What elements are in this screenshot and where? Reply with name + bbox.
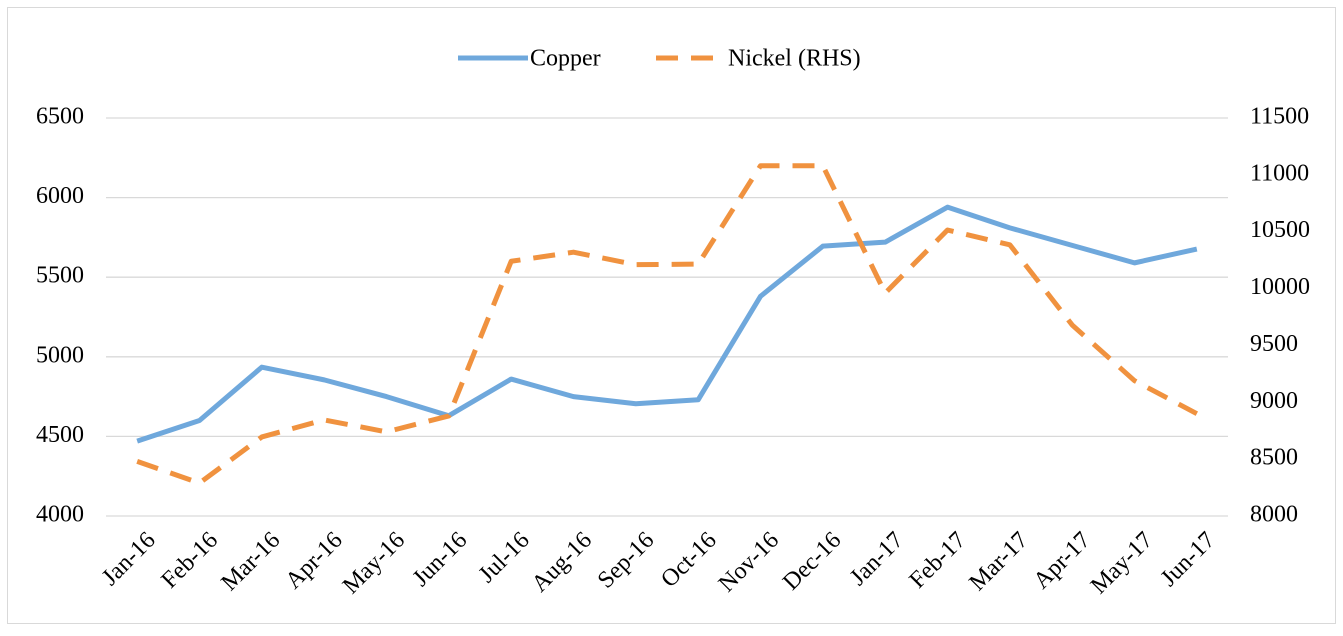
y-tick-label: 5000	[36, 342, 84, 368]
y-tick-label: 6500	[36, 104, 84, 130]
y-tick-label: 4000	[36, 502, 84, 528]
y2-tick-label: 11500	[1250, 104, 1309, 130]
legend-label: Nickel (RHS)	[728, 46, 861, 72]
y2-tick-label: 10500	[1250, 217, 1310, 243]
y2-tick-label: 11000	[1250, 160, 1309, 186]
y2-tick-label: 9500	[1250, 331, 1298, 357]
y-tick-label: 4500	[36, 422, 84, 448]
y-tick-label: 6000	[36, 183, 84, 209]
y2-tick-label: 8000	[1250, 502, 1298, 528]
y2-tick-label: 8500	[1250, 445, 1298, 471]
series-line	[136, 204, 1198, 444]
chart-frame	[7, 7, 1336, 624]
y2-tick-label: 10000	[1250, 274, 1310, 300]
y-tick-label: 5500	[36, 263, 84, 289]
y2-tick-label: 9000	[1250, 388, 1298, 414]
legend-label: Copper	[530, 46, 601, 72]
